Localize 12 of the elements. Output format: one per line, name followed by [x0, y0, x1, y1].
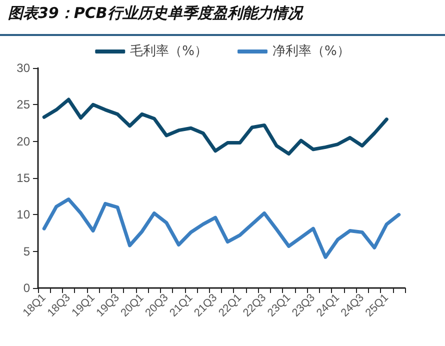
y-tick-label: 0 — [23, 281, 30, 295]
y-tick-label: 30 — [16, 61, 30, 75]
y-tick-label: 5 — [23, 244, 30, 258]
line-series — [42, 198, 401, 259]
legend-label: 毛利率（%） — [130, 43, 208, 59]
y-tick-label: 15 — [16, 171, 30, 185]
chart-title: 图表39：PCB行业历史单季度盈利能力情况 — [8, 4, 302, 23]
line-series — [42, 98, 388, 156]
y-tick-label: 20 — [16, 134, 30, 148]
legend-label: 净利率（%） — [272, 43, 350, 59]
y-tick-label: 10 — [16, 208, 30, 222]
y-tick-label: 25 — [16, 98, 30, 112]
